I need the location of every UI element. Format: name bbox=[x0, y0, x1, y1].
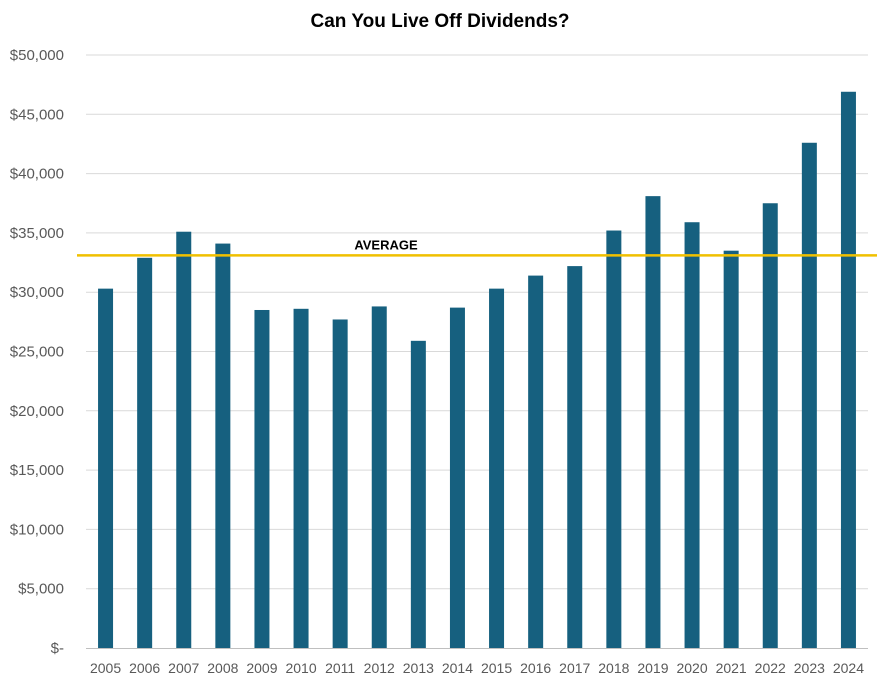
bar-2013 bbox=[410, 340, 426, 648]
bar-2019 bbox=[645, 196, 661, 648]
bar-2010 bbox=[293, 308, 309, 648]
x-tick-label-2022: 2022 bbox=[755, 660, 786, 676]
bar-2020 bbox=[684, 222, 700, 648]
y-axis-tick-labels: $- $5,000 $10,000 $15,000 $20,000 $25,000 $30,… bbox=[10, 47, 64, 657]
bar-2014 bbox=[449, 307, 465, 648]
x-tick-label-2017: 2017 bbox=[559, 660, 590, 676]
x-tick-label-2009: 2009 bbox=[246, 660, 277, 676]
y-tick-label: $35,000 bbox=[10, 225, 64, 242]
chart-title: Can You Live Off Dividends? bbox=[311, 11, 570, 32]
bar-2006 bbox=[137, 257, 153, 648]
y-tick-label: $25,000 bbox=[10, 344, 64, 361]
y-tick-label: $20,000 bbox=[10, 403, 64, 420]
y-tick-label: $- bbox=[51, 640, 64, 657]
y-tick-label: $40,000 bbox=[10, 166, 64, 183]
x-tick-label-2010: 2010 bbox=[285, 660, 316, 676]
bar-2008 bbox=[215, 243, 231, 648]
x-tick-label-2016: 2016 bbox=[520, 660, 551, 676]
x-tick-label-2021: 2021 bbox=[716, 660, 747, 676]
x-tick-label-2014: 2014 bbox=[442, 660, 473, 676]
y-tick-label: $45,000 bbox=[10, 106, 64, 123]
bar-2009 bbox=[254, 309, 270, 648]
bar-2024 bbox=[840, 91, 856, 649]
average-line-group: AVERAGE bbox=[77, 237, 877, 257]
x-tick-label-2018: 2018 bbox=[598, 660, 629, 676]
y-tick-label: $30,000 bbox=[10, 284, 64, 301]
x-tick-label-2013: 2013 bbox=[403, 660, 434, 676]
bar-2021 bbox=[723, 250, 739, 648]
bar-2023 bbox=[801, 142, 817, 648]
bar-2017 bbox=[567, 266, 583, 648]
bar-2007 bbox=[176, 231, 192, 649]
y-tick-label: $5,000 bbox=[18, 581, 64, 598]
bar-2015 bbox=[489, 288, 505, 648]
bar-2018 bbox=[606, 230, 622, 648]
x-tick-label-2019: 2019 bbox=[637, 660, 668, 676]
bar-2005 bbox=[98, 288, 114, 648]
x-tick-label-2011: 2011 bbox=[325, 660, 355, 676]
x-tick-label-2024: 2024 bbox=[833, 660, 864, 676]
x-tick-label-2015: 2015 bbox=[481, 660, 512, 676]
x-tick-label-2005: 2005 bbox=[90, 660, 121, 676]
x-tick-label-2006: 2006 bbox=[129, 660, 160, 676]
y-tick-label: $15,000 bbox=[10, 462, 64, 479]
gridlines bbox=[86, 54, 868, 590]
bar-2011 bbox=[332, 319, 348, 648]
x-tick-label-2023: 2023 bbox=[794, 660, 825, 676]
x-axis-tick-labels: 2005 2006 2007 2008 2009 2010 2011 2012 2013 2014… bbox=[90, 660, 864, 676]
x-tick-label-2008: 2008 bbox=[207, 660, 238, 676]
y-tick-label: $10,000 bbox=[10, 521, 64, 538]
bar-2022 bbox=[762, 203, 778, 648]
bar-2016 bbox=[528, 275, 544, 648]
y-tick-label: $50,000 bbox=[10, 47, 64, 64]
x-tick-label-2007: 2007 bbox=[168, 660, 199, 676]
average-label: AVERAGE bbox=[354, 237, 418, 252]
x-tick-label-2012: 2012 bbox=[364, 660, 395, 676]
bars bbox=[98, 91, 856, 649]
bar-2012 bbox=[371, 306, 387, 648]
x-tick-label-2020: 2020 bbox=[676, 660, 707, 676]
